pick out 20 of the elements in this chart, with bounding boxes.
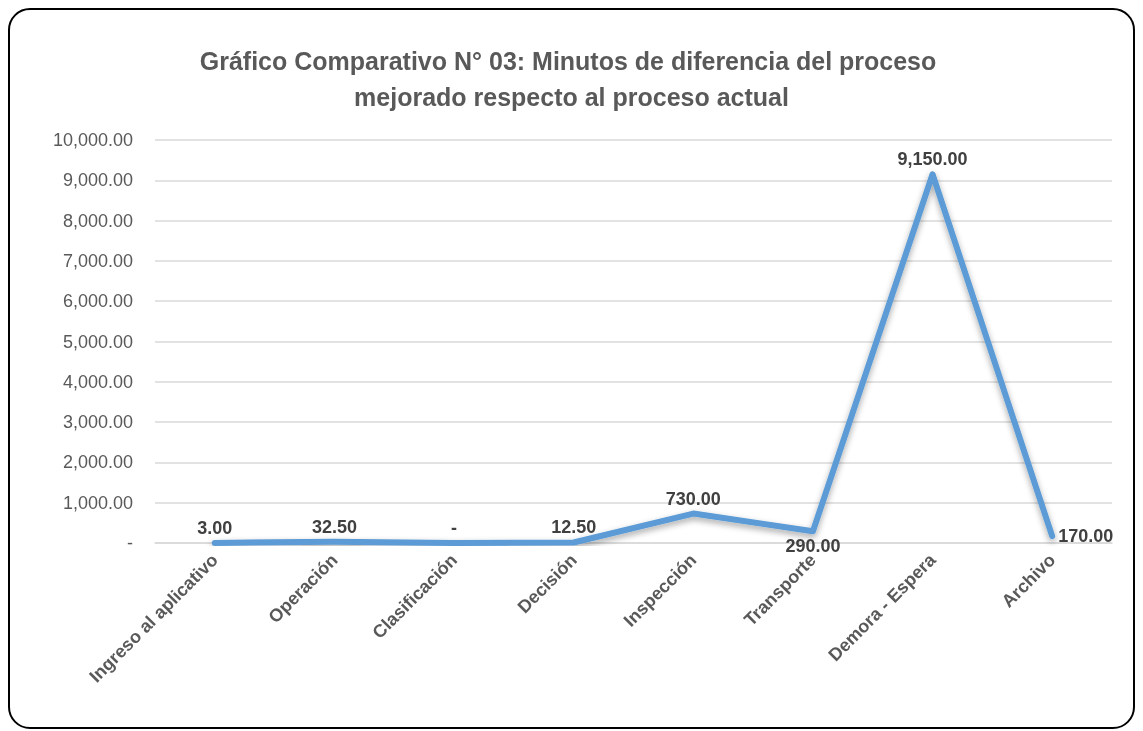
y-tick-label: 6,000.00 [62, 291, 133, 312]
data-label: 9,150.00 [897, 149, 968, 170]
y-tick-label: 1,000.00 [62, 492, 133, 513]
data-label: 3.00 [197, 517, 233, 538]
data-label: 730.00 [665, 488, 721, 509]
y-tick-label: 5,000.00 [62, 331, 133, 352]
y-tick-label: 9,000.00 [62, 170, 133, 191]
y-tick-label: 3,000.00 [62, 412, 133, 433]
data-label: 170.00 [1058, 526, 1114, 547]
chart-title: Gráfico Comparativo N° 03: Minutos de diferencia del proceso mejorado respecto al proceso actual [199, 47, 944, 111]
y-tick-label: 8,000.00 [62, 210, 133, 231]
y-tick-label: 10,000.00 [52, 130, 133, 150]
y-tick-label: 7,000.00 [62, 250, 133, 271]
y-tick-label: - [127, 533, 133, 553]
data-label: 32.50 [311, 516, 357, 537]
data-label: 12.50 [551, 517, 597, 538]
y-tick-label: 2,000.00 [62, 452, 133, 473]
data-label: 290.00 [785, 536, 841, 557]
data-label: - [451, 518, 458, 538]
y-tick-label: 4,000.00 [62, 371, 133, 392]
